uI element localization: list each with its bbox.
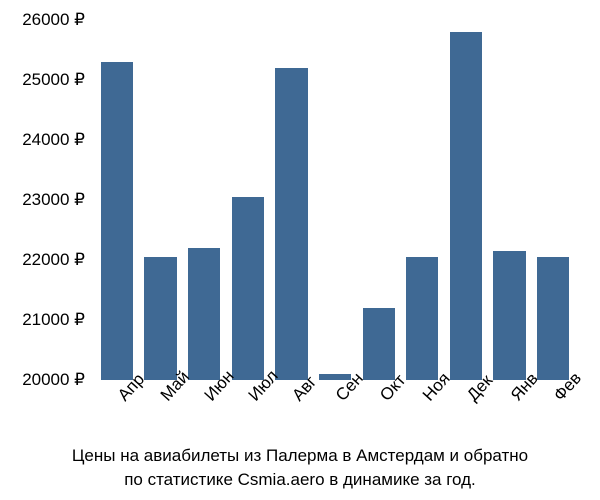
bar [363,308,395,380]
y-tick-label: 26000 ₽ [22,10,85,30]
plot-area [95,20,575,380]
bar [232,197,264,380]
y-tick-label: 25000 ₽ [22,70,85,90]
bar [275,68,307,380]
y-tick-label: 21000 ₽ [22,310,85,330]
y-axis: 20000 ₽21000 ₽22000 ₽23000 ₽24000 ₽25000… [0,20,93,380]
y-tick-label: 22000 ₽ [22,250,85,270]
bar-slot [531,20,575,380]
bar-slot [444,20,488,380]
caption-line-2: по статистике Csmia.aero в динамике за г… [124,470,476,489]
bar-slot [226,20,270,380]
bar-slot [488,20,532,380]
bar-slot [400,20,444,380]
bar-slot [139,20,183,380]
bar [450,32,482,380]
bar-slot [182,20,226,380]
chart-caption: Цены на авиабилеты из Палерма в Амстерда… [0,444,600,492]
bar [188,248,220,380]
bar [144,257,176,380]
y-tick-label: 24000 ₽ [22,130,85,150]
bar-slot [270,20,314,380]
bar-slot [313,20,357,380]
y-tick-label: 20000 ₽ [22,370,85,390]
price-chart: 20000 ₽21000 ₽22000 ₽23000 ₽24000 ₽25000… [0,10,600,380]
caption-line-1: Цены на авиабилеты из Палерма в Амстерда… [72,446,528,465]
bar-slot [357,20,401,380]
bar [493,251,525,380]
bar [406,257,438,380]
bar [537,257,569,380]
bars-group [95,20,575,380]
bar [101,62,133,380]
bar-slot [95,20,139,380]
y-tick-label: 23000 ₽ [22,190,85,210]
